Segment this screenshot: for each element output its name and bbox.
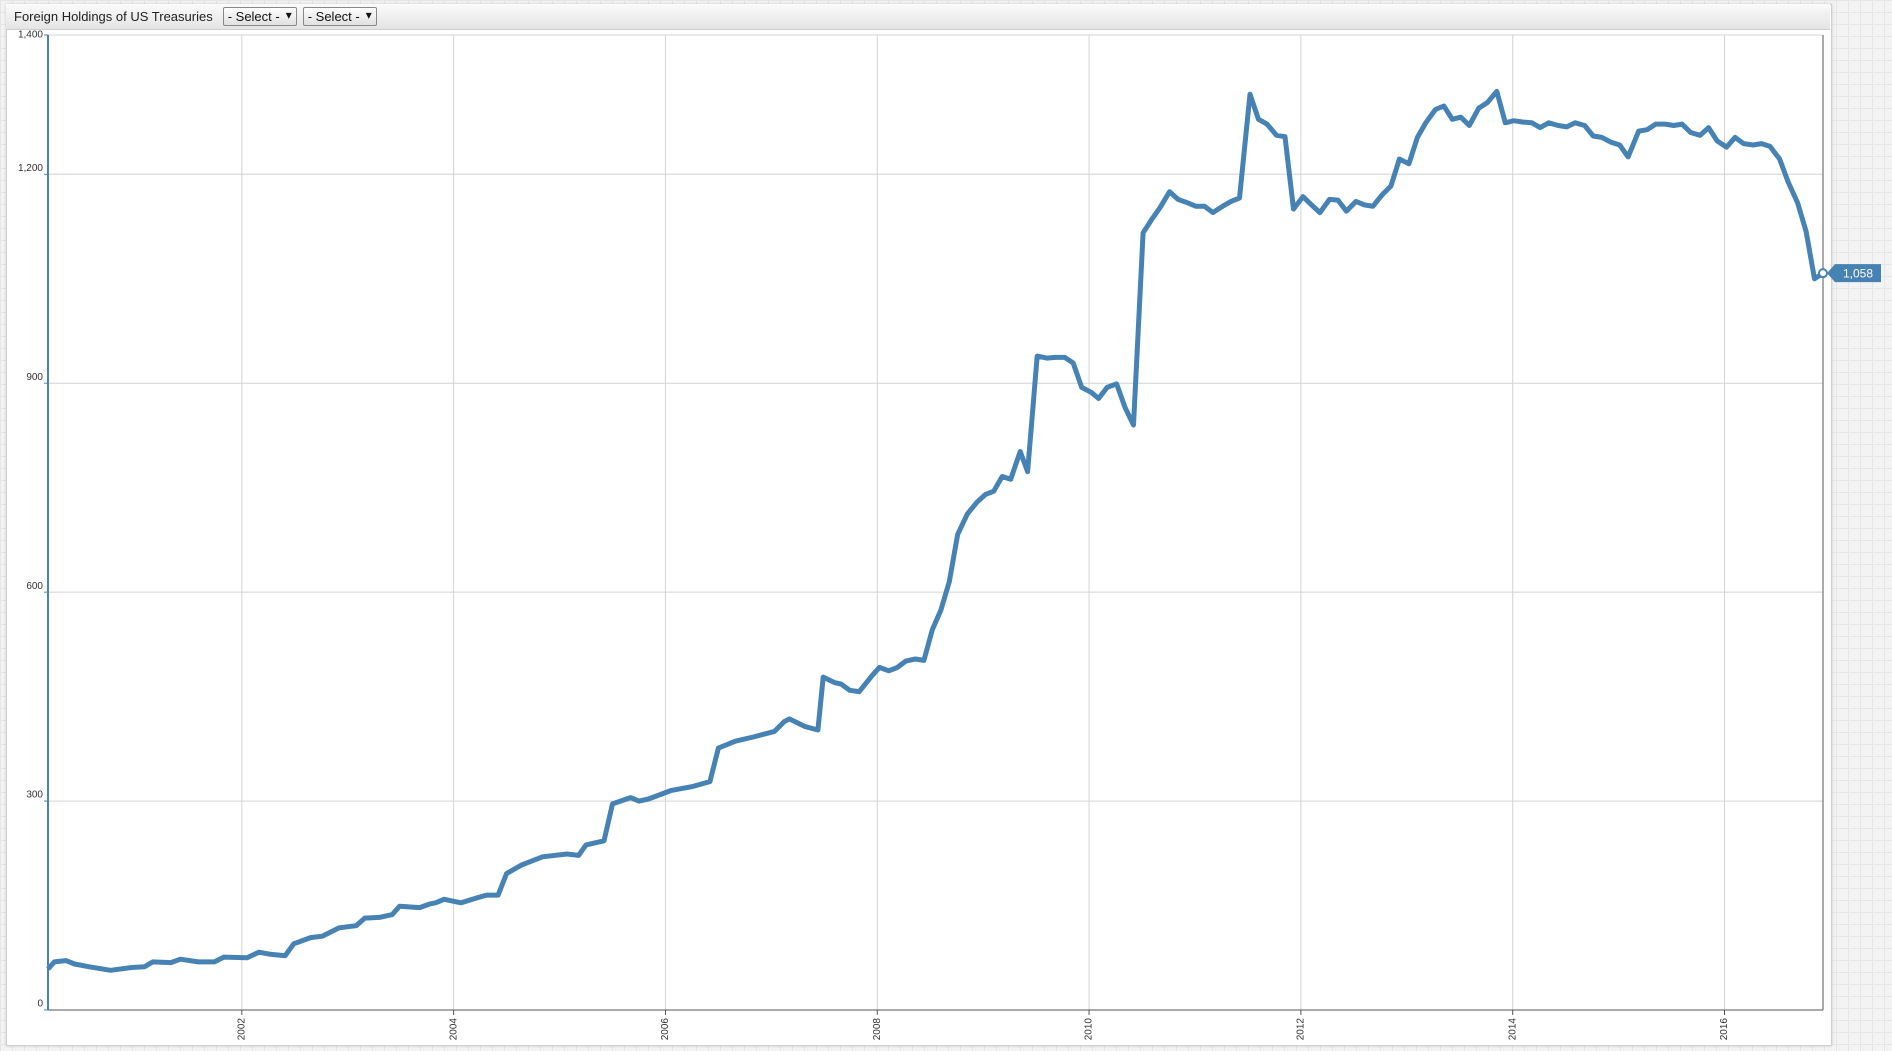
end-label-box	[1827, 264, 1881, 283]
last-point	[1818, 268, 1828, 279]
data-line	[46, 88, 1825, 973]
x-tick-label: 2012	[1296, 1018, 1307, 1041]
x-tick-label: 2002	[236, 1018, 247, 1041]
y-tick-label: 600	[26, 581, 43, 592]
chart-title: Foreign Holdings of US Treasuries	[14, 9, 213, 24]
x-tick-label: 2006	[660, 1018, 671, 1041]
x-tick-label: 2014	[1507, 1018, 1518, 1041]
x-tick-label: 2008	[872, 1018, 883, 1041]
end-label: 1,058	[1843, 266, 1873, 280]
x-tick-label: 2016	[1719, 1018, 1730, 1041]
y-tick-label: 300	[26, 790, 43, 801]
select-dropdown[interactable]: - Select -	[222, 7, 297, 26]
y-tick-label: 0	[37, 999, 43, 1010]
y-tick-label: 1,400	[18, 30, 43, 41]
toolbar: Foreign Holdings of US Treasuries - Sele…	[6, 4, 1830, 30]
y-tick-label: 1,200	[18, 163, 43, 174]
x-tick-label: 2004	[448, 1018, 459, 1041]
x-tick-label: 2010	[1084, 1018, 1095, 1041]
chart-panel	[6, 4, 1832, 1046]
y-tick-label: 900	[26, 372, 43, 383]
select-dropdown[interactable]: - Select -	[302, 7, 377, 26]
